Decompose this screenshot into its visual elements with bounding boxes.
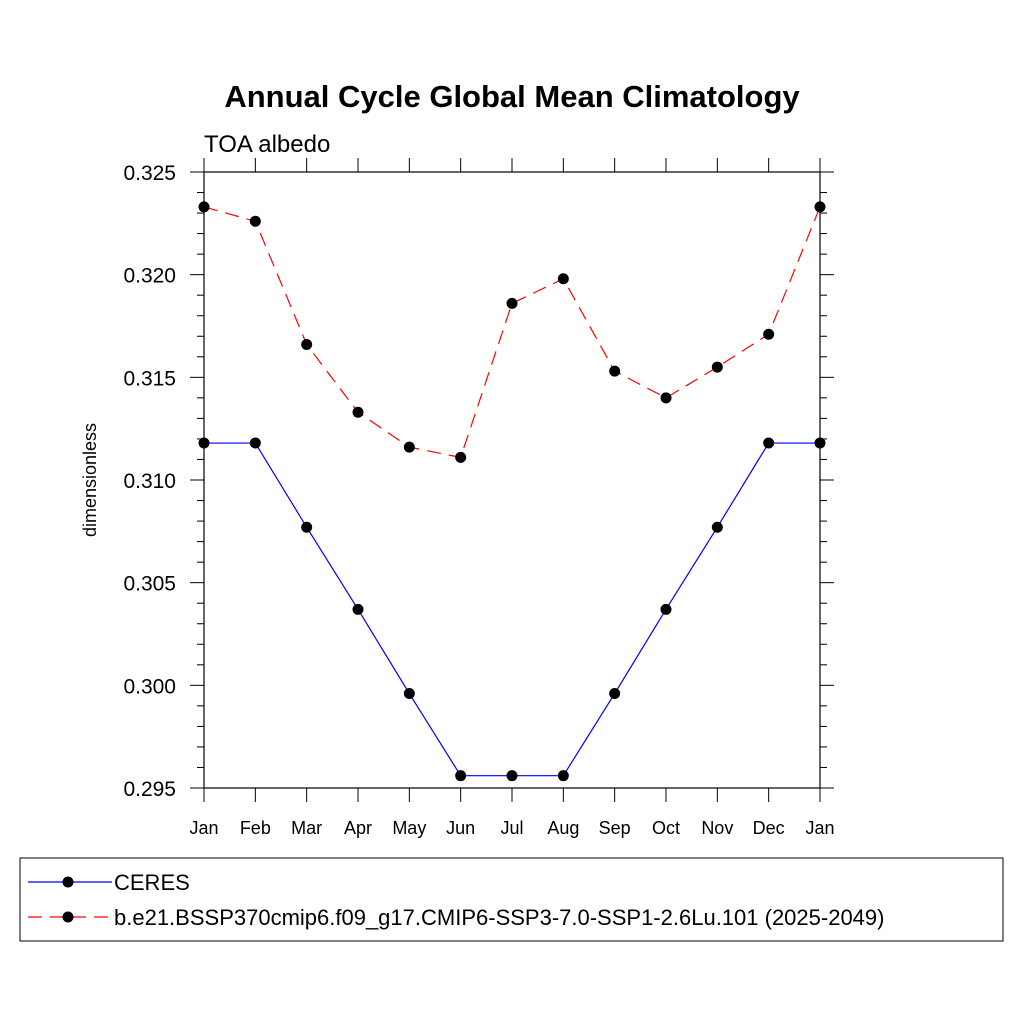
y-tick-label: 0.320	[123, 265, 176, 288]
series-1-point	[609, 365, 621, 377]
series-0-point	[455, 770, 467, 782]
series-0-point	[352, 603, 364, 615]
series-0-point	[557, 770, 569, 782]
x-tick-label: Jan	[805, 818, 834, 838]
series-0-point	[198, 437, 210, 449]
series-1-point	[403, 441, 415, 453]
series-1-point	[660, 392, 672, 404]
y-axis-label: dimensionless	[80, 423, 100, 537]
x-tick-label: Jan	[189, 818, 218, 838]
series-line-0	[204, 442, 820, 777]
series-1-point	[763, 328, 775, 340]
series-0-point	[660, 603, 672, 615]
x-tick-label: May	[392, 818, 426, 838]
series-0-point	[711, 521, 723, 533]
legend: CERES b.e21.BSSP370cmip6.f09_g17.CMIP6-SS…	[28, 870, 884, 930]
x-tick-label: Apr	[344, 818, 372, 838]
series-1-point	[506, 297, 518, 309]
series-0-point	[249, 437, 261, 449]
x-tick-label: Jul	[500, 818, 523, 838]
x-tick-label: Sep	[599, 818, 631, 838]
legend-label-0: CERES	[114, 870, 190, 895]
y-tick-label: 0.315	[123, 367, 176, 390]
x-tick-label: Aug	[547, 818, 579, 838]
x-tick-label: Dec	[753, 818, 785, 838]
series-0-point	[506, 770, 518, 782]
series-1-point	[249, 215, 261, 227]
series-1-point	[301, 338, 313, 350]
y-tick-label: 0.305	[123, 573, 176, 596]
plot-frame	[203, 171, 821, 789]
series-1-point	[711, 361, 723, 373]
x-tick-label: Mar	[291, 818, 322, 838]
y-tick-label: 0.295	[123, 778, 176, 801]
legend-label-1: b.e21.BSSP370cmip6.f09_g17.CMIP6-SSP3-7.…	[114, 905, 884, 930]
chart-subtitle: TOA albedo	[204, 131, 330, 158]
chart-title: Annual Cycle Global Mean Climatology	[224, 79, 800, 114]
legend-marker-1	[62, 911, 74, 923]
series-1-point	[352, 406, 364, 418]
y-tick-label: 0.310	[123, 470, 176, 493]
series-0-point	[609, 688, 621, 700]
series-0-point	[763, 437, 775, 449]
y-tick-label: 0.300	[123, 675, 176, 698]
series-1-point	[455, 451, 467, 463]
series-1-point	[557, 273, 569, 285]
series-0-point	[403, 688, 415, 700]
legend-box	[19, 857, 1004, 942]
series-0-point	[301, 521, 313, 533]
series-line-1	[203, 206, 821, 459]
y-tick-label: 0.325	[123, 162, 176, 185]
x-axis: Jan Feb Mar Apr May Jun Jul Aug Sep Oct Nov Dec Jan	[189, 158, 835, 838]
x-tick-label: Oct	[652, 818, 680, 838]
series-1-point	[198, 201, 210, 213]
x-tick-label: Feb	[240, 818, 271, 838]
y-axis: 0.295 0.300 0.305 0.310 0.315 0.320 0.325	[123, 162, 834, 801]
x-tick-label: Jun	[446, 818, 475, 838]
series-1-point	[814, 201, 826, 213]
legend-marker-0	[62, 876, 74, 888]
series-layer	[198, 201, 826, 782]
x-tick-label: Nov	[701, 818, 733, 838]
series-0-point	[814, 437, 826, 449]
